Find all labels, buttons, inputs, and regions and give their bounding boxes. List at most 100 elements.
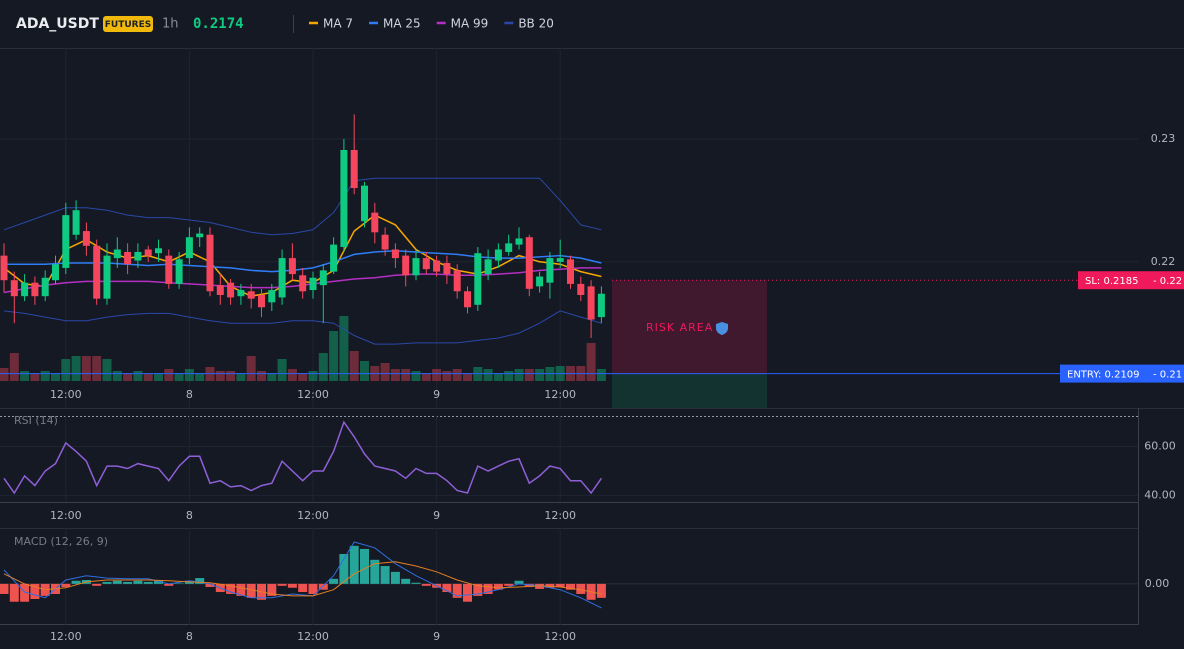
macd-histogram bbox=[401, 578, 411, 584]
candle-body bbox=[278, 258, 286, 298]
macd-histogram bbox=[555, 583, 565, 587]
candle-body bbox=[309, 277, 317, 291]
volume-bar bbox=[401, 369, 411, 381]
macd-histogram bbox=[277, 583, 287, 586]
macd-histogram bbox=[576, 583, 586, 594]
volume-bar bbox=[411, 371, 421, 381]
macd-histogram bbox=[226, 583, 236, 594]
candle-body bbox=[247, 291, 255, 299]
volume-bar bbox=[92, 356, 102, 381]
candle-body bbox=[464, 291, 471, 308]
x-tick-label: 12:00 bbox=[297, 388, 329, 401]
candle-body bbox=[268, 290, 276, 303]
macd-histogram bbox=[442, 583, 452, 593]
candle-body bbox=[350, 149, 358, 189]
legend-label: BB 20 bbox=[518, 17, 554, 31]
interval[interactable]: 1h bbox=[162, 17, 179, 32]
volume-bar bbox=[277, 359, 287, 381]
candle-body bbox=[62, 215, 70, 268]
macd-histogram bbox=[30, 583, 40, 600]
macd-histogram bbox=[545, 583, 555, 588]
shield-icon bbox=[716, 322, 728, 335]
x-tick-label: 8 bbox=[186, 630, 193, 643]
candle-body bbox=[196, 233, 204, 238]
candle-body bbox=[433, 260, 441, 272]
volume-bar bbox=[236, 373, 246, 381]
candle-body bbox=[0, 255, 8, 281]
x-tick-label: 12:00 bbox=[50, 509, 82, 522]
candle-body bbox=[340, 149, 348, 248]
bb-upper bbox=[3, 177, 602, 236]
macd-histogram bbox=[349, 545, 359, 584]
volume-bar bbox=[9, 353, 19, 381]
volume-bar bbox=[504, 371, 514, 381]
macd-histogram bbox=[9, 583, 19, 602]
candle-body bbox=[93, 245, 101, 299]
risk-zone bbox=[612, 280, 767, 374]
macd-histogram bbox=[421, 583, 431, 586]
y-tick-label: 40.00 bbox=[1144, 488, 1176, 501]
legend-label: MA 25 bbox=[383, 17, 421, 31]
macd-histogram bbox=[535, 583, 545, 589]
volume-bar bbox=[30, 373, 40, 381]
signal-line bbox=[3, 561, 602, 597]
volume-bar bbox=[339, 316, 349, 381]
volume-bar bbox=[61, 359, 71, 381]
profit-zone bbox=[612, 373, 767, 408]
volume-bar bbox=[246, 356, 256, 381]
candle-body bbox=[577, 283, 585, 295]
candle-body bbox=[546, 258, 554, 283]
volume-bar bbox=[514, 369, 524, 381]
macd-histogram bbox=[504, 583, 514, 586]
candle-body bbox=[41, 277, 49, 297]
symbol[interactable]: ADA_USDT bbox=[16, 16, 99, 32]
macd-histogram bbox=[473, 583, 483, 596]
macd-histogram bbox=[0, 583, 9, 594]
macd-histogram bbox=[236, 583, 246, 596]
volume-bar bbox=[442, 371, 452, 381]
candle-body bbox=[227, 282, 235, 298]
rsi-line bbox=[3, 420, 603, 495]
volume-bar bbox=[143, 373, 153, 381]
macd-histogram bbox=[339, 553, 349, 584]
candle-body bbox=[124, 251, 132, 265]
x-tick-label: 12:00 bbox=[544, 630, 576, 643]
macd-histogram bbox=[411, 582, 421, 584]
macd-histogram bbox=[380, 566, 390, 584]
x-tick-label: 12:00 bbox=[297, 630, 329, 643]
x-tick-label: 12:00 bbox=[544, 509, 576, 522]
legend: MA 7 MA 25 MA 99 BB 20 bbox=[309, 17, 554, 31]
y-tick-label: 0.00 bbox=[1145, 577, 1170, 590]
candle-body bbox=[381, 234, 389, 250]
volume-bar bbox=[215, 371, 225, 381]
volume-bar bbox=[329, 331, 339, 381]
volume-bar bbox=[483, 369, 493, 381]
volume-bar bbox=[133, 371, 143, 381]
macd-line bbox=[3, 541, 602, 609]
x-tick-label: 12:00 bbox=[544, 388, 576, 401]
candle-body bbox=[474, 253, 482, 305]
price-tag-scale: - 0.22 bbox=[1153, 276, 1182, 287]
candle-body bbox=[391, 249, 399, 259]
candle-body bbox=[82, 231, 90, 246]
x-tick-label: 9 bbox=[433, 388, 440, 401]
volume-bar bbox=[20, 371, 30, 381]
macd-histogram bbox=[360, 548, 369, 584]
badge-bg bbox=[103, 16, 153, 32]
macd-histogram bbox=[318, 583, 328, 590]
candle-body bbox=[258, 294, 265, 308]
price-tag-label: ENTRY: 0.2109 bbox=[1067, 370, 1140, 381]
macd-histogram bbox=[493, 583, 503, 590]
candle-body bbox=[597, 293, 605, 318]
candle-body bbox=[536, 276, 544, 287]
volume-bar bbox=[524, 369, 534, 381]
volume-bar bbox=[195, 373, 205, 381]
legend-label: MA 7 bbox=[323, 17, 353, 31]
volume-bar bbox=[390, 369, 400, 381]
bb-lower bbox=[3, 310, 602, 345]
candle-body bbox=[72, 210, 80, 235]
macd-histogram bbox=[174, 583, 184, 584]
candle-body bbox=[113, 249, 121, 259]
